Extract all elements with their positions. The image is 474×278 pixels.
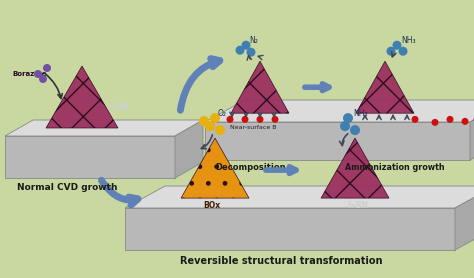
Text: NH₃: NH₃	[401, 36, 416, 45]
Circle shape	[246, 48, 255, 57]
Circle shape	[386, 47, 395, 56]
Circle shape	[343, 113, 353, 123]
Polygon shape	[125, 186, 474, 208]
Circle shape	[215, 125, 225, 135]
Text: h-BN: h-BN	[108, 103, 129, 112]
Circle shape	[43, 64, 51, 72]
Text: Near-surface B: Near-surface B	[230, 125, 276, 130]
Circle shape	[431, 119, 438, 126]
Text: NH₃: NH₃	[353, 109, 368, 118]
Polygon shape	[470, 100, 474, 160]
Text: h-BN: h-BN	[347, 201, 368, 210]
Polygon shape	[205, 100, 474, 122]
Polygon shape	[125, 208, 455, 250]
Polygon shape	[5, 120, 203, 136]
Circle shape	[34, 70, 42, 78]
Text: Normal CVD growth: Normal CVD growth	[17, 183, 118, 192]
Text: Reversible structural transformation: Reversible structural transformation	[180, 256, 383, 266]
Text: O₂: O₂	[218, 109, 227, 118]
Circle shape	[256, 116, 264, 123]
Circle shape	[272, 116, 279, 123]
Polygon shape	[175, 120, 203, 178]
Circle shape	[447, 116, 454, 123]
Circle shape	[39, 75, 47, 83]
Circle shape	[392, 41, 401, 50]
Text: BOx: BOx	[203, 201, 220, 210]
Text: Borazine: Borazine	[12, 71, 46, 77]
Circle shape	[227, 116, 234, 123]
Polygon shape	[455, 186, 474, 250]
Circle shape	[340, 121, 350, 131]
Circle shape	[236, 46, 245, 55]
Polygon shape	[5, 136, 175, 178]
Text: Decomposition: Decomposition	[215, 163, 286, 172]
Polygon shape	[231, 61, 289, 113]
Circle shape	[241, 41, 250, 50]
Text: Ammonization growth: Ammonization growth	[345, 163, 445, 172]
Circle shape	[411, 116, 419, 123]
Circle shape	[399, 47, 408, 56]
Text: N₂: N₂	[249, 36, 258, 45]
Polygon shape	[356, 61, 414, 113]
Polygon shape	[181, 138, 249, 198]
Circle shape	[210, 113, 220, 123]
Circle shape	[462, 118, 468, 125]
Circle shape	[211, 116, 219, 123]
Polygon shape	[321, 138, 389, 198]
Polygon shape	[46, 66, 118, 128]
Circle shape	[199, 116, 209, 126]
Circle shape	[350, 125, 360, 135]
Circle shape	[205, 121, 215, 131]
Circle shape	[241, 116, 248, 123]
Polygon shape	[205, 122, 470, 160]
